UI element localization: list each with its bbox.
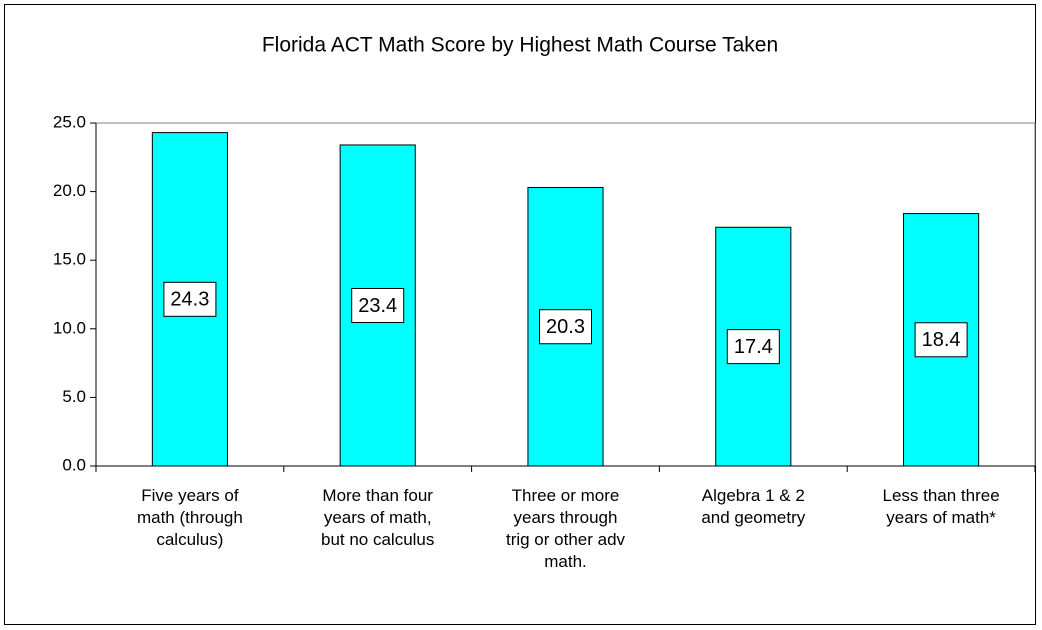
- data-label: 23.4: [358, 295, 397, 317]
- x-tick-label-line: years of math*: [886, 508, 996, 527]
- data-label-box: [914, 322, 968, 358]
- x-tick-label-line: Five years of: [141, 486, 239, 505]
- x-tick-label: More than four years of math, but no calcu…: [321, 486, 434, 549]
- y-tick-label: 10.0: [53, 318, 86, 337]
- x-tick-label: Less than three years of math*: [882, 486, 999, 527]
- chart-title: Florida ACT Math Score by Highest Math C…: [262, 34, 778, 57]
- x-tick-label: Three or more years through trig or other …: [506, 486, 626, 571]
- x-tick-label-line: math.: [544, 552, 587, 571]
- data-label-box: [351, 287, 405, 323]
- x-tick-label-line: math (through: [137, 508, 243, 527]
- y-tick-label: 25.0: [53, 112, 86, 131]
- data-label-box: [726, 329, 780, 365]
- y-tick-label: 0.0: [62, 455, 86, 474]
- x-tick-label-line: Algebra 1 & 2: [702, 486, 805, 505]
- x-tick-label-line: Less than three: [882, 486, 999, 505]
- data-label: 18.4: [922, 329, 961, 351]
- x-tick-label-line: Three or more: [512, 486, 620, 505]
- x-tick-label-line: but no calculus: [321, 530, 434, 549]
- y-tick-label: 5.0: [62, 387, 86, 406]
- y-tick-label: 20.0: [53, 181, 86, 200]
- x-tick-label-line: and geometry: [701, 508, 805, 527]
- data-label: 20.3: [546, 316, 585, 338]
- data-label-box: [163, 281, 217, 317]
- x-tick-label: Algebra 1 & 2 and geometry: [701, 486, 805, 527]
- y-tick-label: 15.0: [53, 250, 86, 269]
- data-label: 17.4: [734, 336, 773, 358]
- data-label-box: [539, 309, 592, 345]
- x-tick-label-line: trig or other adv: [506, 530, 626, 549]
- x-tick-label-line: More than four: [322, 486, 433, 505]
- x-tick-label-line: calculus): [156, 530, 223, 549]
- x-tick-label-line: years through: [514, 508, 618, 527]
- data-label: 24.3: [170, 289, 209, 311]
- x-tick-label-line: years of math,: [324, 508, 432, 527]
- x-tick-label: Five years of math (through calculus): [137, 486, 243, 549]
